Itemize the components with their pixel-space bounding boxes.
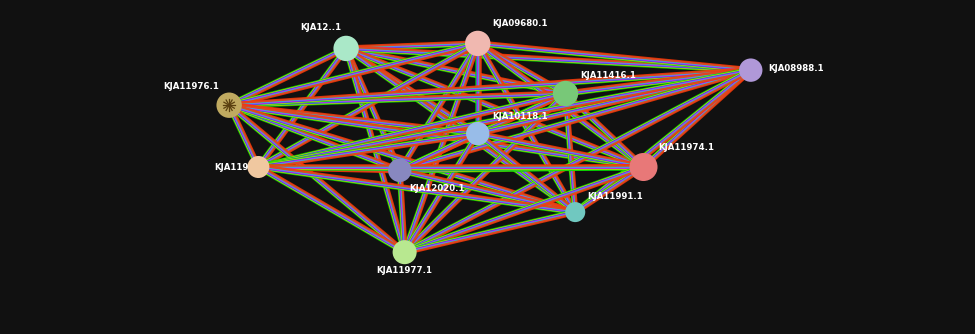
Text: KJA11976.1: KJA11976.1: [164, 82, 219, 91]
Ellipse shape: [333, 36, 359, 61]
Text: KJA119: KJA119: [214, 163, 249, 171]
Text: KJA09680.1: KJA09680.1: [492, 19, 548, 28]
Ellipse shape: [248, 156, 269, 178]
Text: KJA08988.1: KJA08988.1: [768, 64, 824, 73]
Text: KJA12..1: KJA12..1: [300, 23, 341, 32]
Ellipse shape: [388, 159, 411, 182]
Ellipse shape: [465, 31, 490, 56]
Ellipse shape: [630, 153, 657, 181]
Text: KJA10118.1: KJA10118.1: [492, 112, 548, 121]
Text: KJA12020.1: KJA12020.1: [410, 184, 465, 193]
Ellipse shape: [739, 58, 762, 82]
Text: KJA11974.1: KJA11974.1: [658, 143, 714, 152]
Ellipse shape: [566, 202, 585, 222]
Ellipse shape: [466, 122, 489, 145]
Text: KJA11991.1: KJA11991.1: [587, 192, 643, 201]
Text: KJA11416.1: KJA11416.1: [580, 71, 636, 80]
Text: KJA11977.1: KJA11977.1: [376, 266, 433, 275]
Ellipse shape: [393, 240, 416, 264]
Ellipse shape: [216, 93, 242, 118]
Ellipse shape: [553, 81, 578, 106]
